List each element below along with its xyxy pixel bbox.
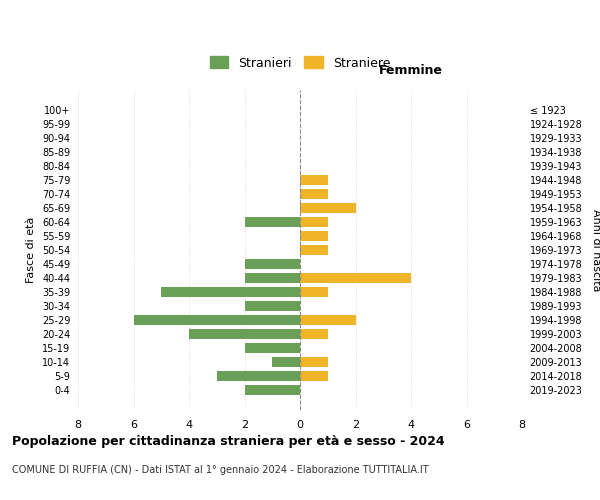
Bar [161, 287, 300, 297]
Bar [245, 386, 300, 396]
Bar [245, 259, 300, 269]
Bar [300, 217, 328, 227]
Bar [300, 329, 328, 340]
Y-axis label: Anni di nascita: Anni di nascita [591, 209, 600, 291]
Bar [133, 315, 300, 326]
Bar [300, 287, 328, 297]
Bar [300, 231, 328, 241]
Text: Popolazione per cittadinanza straniera per età e sesso - 2024: Popolazione per cittadinanza straniera p… [12, 435, 445, 448]
Legend: Stranieri, Straniere: Stranieri, Straniere [205, 52, 395, 74]
Bar [245, 301, 300, 311]
Bar [300, 372, 328, 382]
Y-axis label: Fasce di età: Fasce di età [26, 217, 37, 283]
Bar [300, 358, 328, 368]
Bar [272, 358, 300, 368]
Text: COMUNE DI RUFFIA (CN) - Dati ISTAT al 1° gennaio 2024 - Elaborazione TUTTITALIA.: COMUNE DI RUFFIA (CN) - Dati ISTAT al 1°… [12, 465, 428, 475]
Bar [217, 372, 300, 382]
Text: Femmine: Femmine [379, 64, 443, 77]
Bar [245, 217, 300, 227]
Bar [189, 329, 300, 340]
Bar [300, 189, 328, 199]
Bar [300, 315, 355, 326]
Bar [300, 273, 411, 283]
Bar [300, 174, 328, 185]
Bar [245, 343, 300, 353]
Bar [300, 245, 328, 255]
Bar [245, 273, 300, 283]
Bar [300, 203, 355, 213]
